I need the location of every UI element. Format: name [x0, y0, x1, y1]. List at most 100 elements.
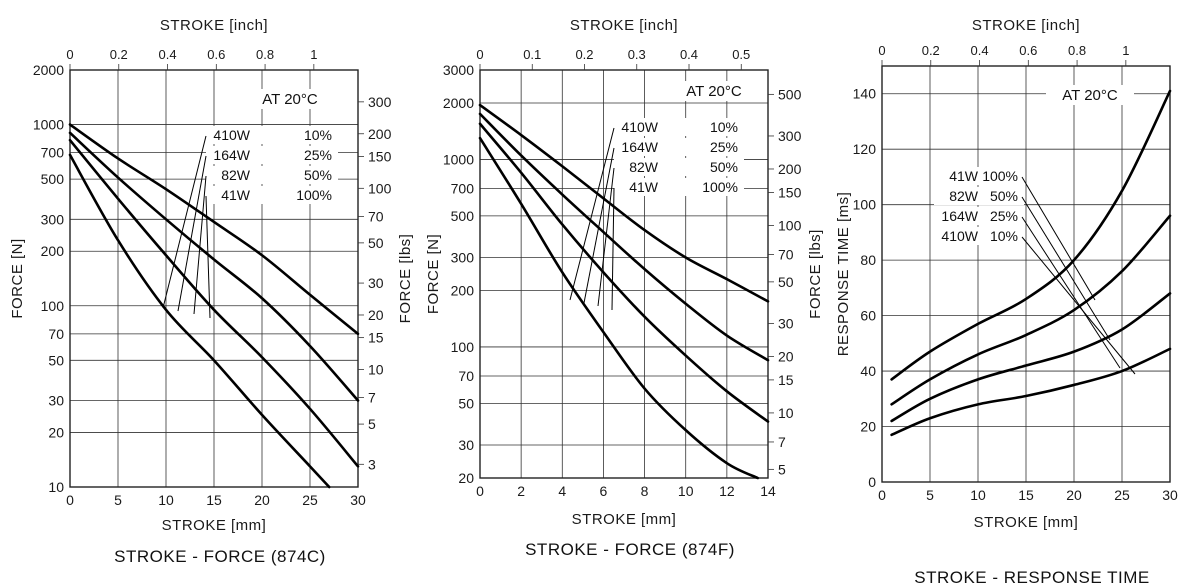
- x-tick-label: 25: [1114, 487, 1130, 503]
- x-tick-label: 30: [350, 492, 366, 508]
- y-axis-title: FORCE [N]: [9, 238, 26, 318]
- y-tick-label: 100: [853, 197, 877, 213]
- y2-tick-label: 150: [368, 148, 392, 164]
- legend-leader-line: [1021, 216, 1121, 369]
- legend-leader-line: [162, 135, 207, 309]
- x-axis-title: STROKE [mm]: [572, 511, 677, 528]
- legend-bg: [206, 166, 338, 184]
- legend-duty: 50%: [304, 167, 332, 183]
- x-tick-label: 4: [558, 483, 566, 499]
- y-tick-label: 40: [860, 363, 876, 379]
- x2-tick-label: 0.4: [680, 47, 698, 62]
- x-tick-label: 0: [66, 492, 74, 508]
- legend-wattage: 410W: [941, 228, 978, 244]
- x2-tick-label: 0.2: [575, 47, 593, 62]
- y-tick-label: 3000: [443, 62, 474, 78]
- legend-duty: 50%: [990, 188, 1018, 204]
- x-tick-label: 0: [476, 483, 484, 499]
- x-tick-label: 14: [760, 483, 776, 499]
- chart-title: STROKE - RESPONSE TIME: [914, 568, 1150, 584]
- y-tick-label: 200: [41, 243, 65, 259]
- y-tick-label: 2000: [33, 62, 64, 78]
- y2-tick-label: 7: [778, 434, 786, 450]
- legend-duty: 25%: [990, 208, 1018, 224]
- legend-bg: [206, 146, 338, 164]
- y2-axis-title: FORCE [lbs]: [397, 234, 414, 324]
- y2-tick-label: 300: [778, 128, 802, 144]
- y2-tick-label: 50: [778, 274, 794, 290]
- x-tick-label: 5: [926, 487, 934, 503]
- y-tick-label: 60: [860, 308, 876, 324]
- legend-duty: 25%: [710, 139, 738, 155]
- x-tick-label: 10: [970, 487, 986, 503]
- chart-title: STROKE - FORCE (874C): [114, 547, 326, 566]
- legend-leader-line: [1021, 176, 1096, 301]
- y2-tick-label: 15: [778, 372, 794, 388]
- x2-tick-label: 0: [878, 43, 885, 58]
- legend-bg: [614, 138, 744, 156]
- series-line-4: [478, 136, 760, 480]
- y2-tick-label: 30: [368, 275, 384, 291]
- y-tick-label: 30: [458, 437, 474, 453]
- legend-leader-line: [611, 187, 615, 311]
- x-tick-label: 0: [878, 487, 886, 503]
- legend-leader-line: [597, 167, 615, 307]
- plot-frame: [69, 69, 359, 488]
- x2-tick-label: 1: [1122, 43, 1129, 58]
- x-tick-label: 20: [1066, 487, 1082, 503]
- x-tick-label: 25: [302, 492, 318, 508]
- series-line-1: [890, 89, 1172, 381]
- x2-tick-label: 0.4: [970, 43, 988, 58]
- legend-duty: 25%: [304, 147, 332, 163]
- annotation-bg: [246, 89, 334, 109]
- y-axis-title: RESPONSE TIME [ms]: [835, 192, 852, 357]
- series-line-2: [478, 112, 770, 362]
- chart-title: STROKE - FORCE (874F): [525, 540, 735, 559]
- legend-duty: 10%: [990, 228, 1018, 244]
- legend-wattage: 41W: [629, 179, 659, 195]
- x2-tick-label: 0.4: [158, 47, 176, 62]
- legend-wattage: 82W: [221, 167, 251, 183]
- x2-tick-label: 0.6: [1019, 43, 1037, 58]
- legend-wattage: 41W: [949, 168, 979, 184]
- y2-tick-label: 10: [368, 362, 384, 378]
- x-axis-title: STROKE [mm]: [974, 514, 1079, 531]
- y-tick-label: 50: [48, 352, 64, 368]
- annotation-bg: [670, 81, 758, 101]
- x-tick-label: 6: [600, 483, 608, 499]
- x-tick-label: 30: [1162, 487, 1178, 503]
- x-tick-label: 8: [641, 483, 649, 499]
- legend-bg: [614, 158, 744, 176]
- legend-bg: [934, 227, 1024, 245]
- legend-duty: 100%: [296, 187, 332, 203]
- temperature-annotation: AT 20°C: [1062, 87, 1118, 104]
- x-tick-label: 2: [517, 483, 525, 499]
- x2-tick-label: 0.1: [523, 47, 541, 62]
- y-tick-label: 20: [48, 424, 64, 440]
- y-tick-label: 1000: [33, 117, 64, 133]
- legend-duty: 10%: [304, 127, 332, 143]
- y-tick-label: 70: [458, 368, 474, 384]
- y2-tick-label: 20: [368, 307, 384, 323]
- y2-tick-label: 100: [368, 180, 392, 196]
- y-tick-label: 80: [860, 252, 876, 268]
- legend-bg: [206, 126, 338, 144]
- y-tick-label: 120: [853, 141, 877, 157]
- legend-duty: 100%: [982, 168, 1018, 184]
- y2-tick-label: 70: [778, 246, 794, 262]
- legend-bg: [934, 167, 1024, 185]
- y2-tick-label: 200: [778, 161, 802, 177]
- y-tick-label: 1000: [443, 151, 474, 167]
- legend-wattage: 410W: [213, 127, 250, 143]
- y-tick-label: 200: [451, 283, 475, 299]
- y2-tick-label: 50: [368, 235, 384, 251]
- y-tick-label: 500: [451, 208, 475, 224]
- legend-wattage: 410W: [621, 119, 658, 135]
- legend-leader-line: [1021, 196, 1111, 341]
- legend-wattage: 164W: [213, 147, 250, 163]
- legend-bg: [934, 187, 1024, 205]
- y-tick-label: 30: [48, 393, 64, 409]
- series-line-4: [68, 153, 331, 489]
- x-tick-label: 20: [254, 492, 270, 508]
